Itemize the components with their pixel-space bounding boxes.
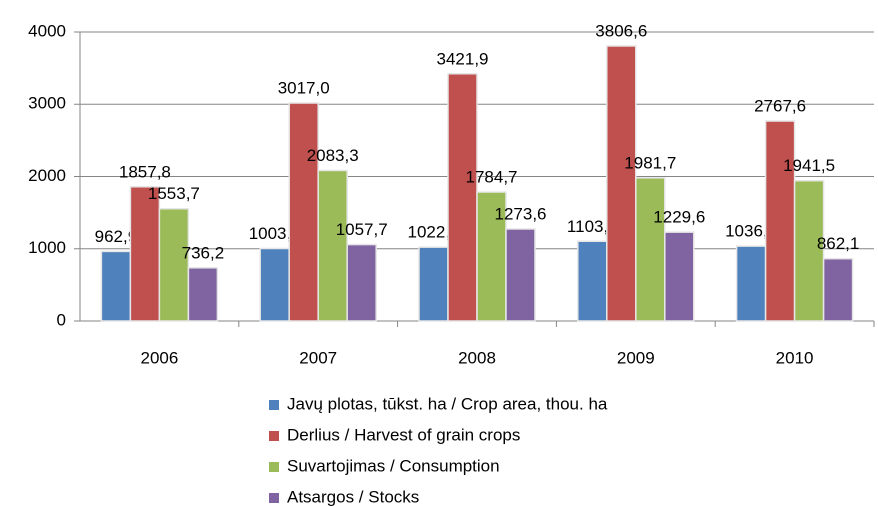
- bar: [346, 243, 377, 322]
- value-label: 2083,3: [307, 146, 359, 165]
- x-tick-label: 2009: [617, 348, 655, 367]
- value-label: 3806,6: [595, 21, 647, 40]
- x-tick-label: 2010: [776, 348, 814, 367]
- bar: [187, 267, 219, 322]
- legend-label: Atsargos / Stocks: [287, 487, 419, 506]
- legend-swatch: [269, 493, 279, 503]
- value-label: 962,9: [95, 227, 138, 246]
- legend-label: Javų plotas, tūkst. ha / Crop area, thou…: [287, 394, 608, 413]
- bar: [158, 207, 190, 322]
- bar: [317, 169, 348, 322]
- x-tick-label: 2007: [299, 348, 337, 367]
- value-label: 3017,0: [278, 79, 330, 98]
- bar: [577, 240, 608, 322]
- value-label: 2767,6: [754, 97, 806, 116]
- bar: [100, 250, 132, 322]
- y-tick-label: 2000: [28, 166, 66, 185]
- y-tick-label: 3000: [28, 94, 66, 113]
- value-label: 1941,5: [783, 156, 835, 175]
- bar: [418, 246, 449, 322]
- bar: [635, 177, 666, 322]
- legend-swatch: [269, 431, 279, 441]
- legend-swatch: [269, 400, 279, 410]
- bar: [476, 191, 507, 322]
- bar: [259, 247, 290, 322]
- bar: [129, 186, 161, 322]
- value-label: 1553,7: [148, 184, 200, 203]
- bar: [793, 179, 825, 322]
- legend-label: Derlius / Harvest of grain crops: [287, 425, 520, 444]
- y-tick-label: 0: [57, 310, 66, 329]
- value-label: 1057,7: [336, 220, 388, 239]
- bar: [505, 228, 536, 322]
- legend-label: Suvartojimas / Consumption: [287, 456, 500, 475]
- value-label: 862,1: [817, 234, 860, 253]
- value-label: 1103,5: [567, 217, 618, 236]
- bar: [664, 231, 695, 322]
- bar: [735, 245, 767, 322]
- value-label: 1036,2: [725, 222, 777, 241]
- bar: [288, 102, 319, 322]
- value-label: 736,2: [182, 243, 225, 262]
- value-label: 3421,9: [437, 49, 489, 68]
- value-label: 1273,6: [495, 204, 547, 223]
- value-label: 1003,3: [249, 224, 301, 243]
- bar: [764, 120, 796, 322]
- x-tick-label: 2006: [140, 348, 178, 367]
- y-tick-label: 4000: [28, 21, 66, 40]
- legend-swatch: [269, 462, 279, 472]
- value-label: 1229,6: [653, 208, 705, 227]
- value-label: 1857,8: [119, 162, 171, 181]
- value-label: 1981,7: [624, 153, 676, 172]
- value-label: 1784,7: [466, 168, 518, 187]
- bar: [447, 73, 478, 322]
- value-label: 1022,0: [408, 223, 460, 242]
- bar: [606, 45, 637, 322]
- y-tick-label: 1000: [28, 238, 66, 257]
- x-tick-label: 2008: [458, 348, 496, 367]
- bar: [822, 257, 854, 322]
